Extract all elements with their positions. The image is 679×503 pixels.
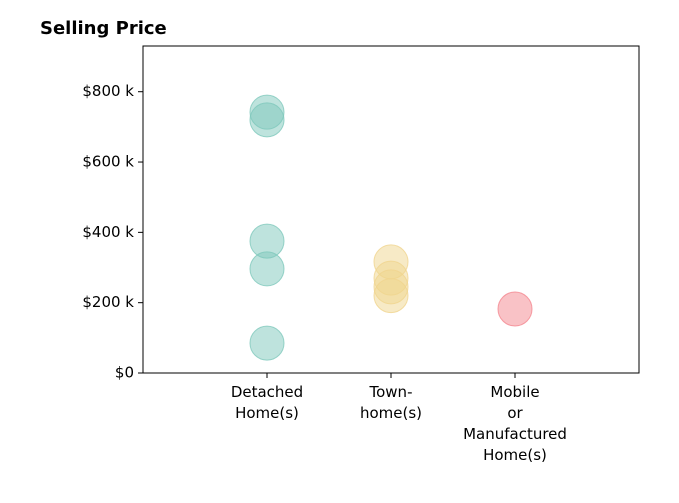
- x-tick-label: Mobile or Manufactured Home(s): [463, 383, 567, 464]
- point: [497, 291, 533, 327]
- x-tick-label: Detached Home(s): [230, 383, 304, 422]
- y-tick-label: $400 k: [82, 223, 134, 241]
- point: [249, 251, 285, 287]
- y-tick-label: $0: [115, 364, 134, 382]
- y-tick-label: $200 k: [82, 293, 134, 311]
- point: [249, 102, 285, 138]
- chart-title: Selling Price: [40, 18, 167, 39]
- y-tick-label: $600 k: [82, 153, 134, 171]
- y-tick-label: $800 k: [82, 82, 134, 100]
- point: [249, 325, 285, 361]
- plot-frame: [142, 45, 640, 374]
- point: [373, 278, 409, 314]
- x-tick-label: Town- home(s): [359, 383, 423, 422]
